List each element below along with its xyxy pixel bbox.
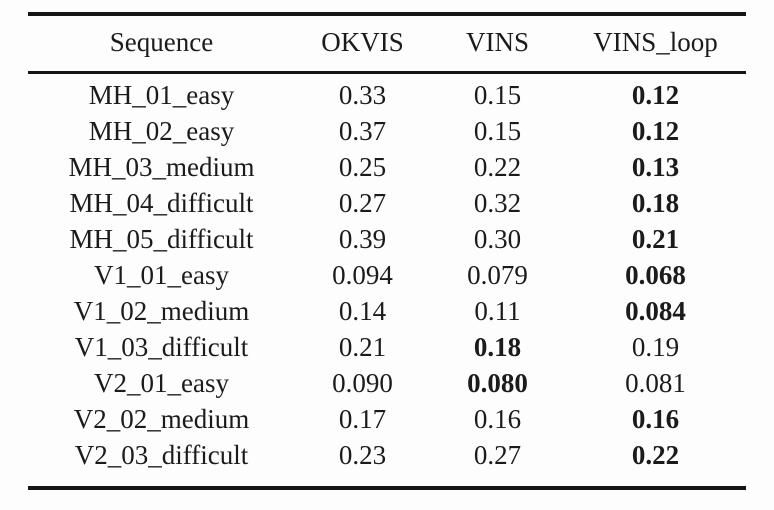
table-row: V2_01_easy 0.090 0.080 0.081 (28, 365, 746, 401)
vins-loop-value-cell: 0.13 (631, 152, 680, 182)
sequence-cell: V2_01_easy (94, 368, 229, 398)
okvis-value-cell: 0.39 (338, 224, 387, 254)
vins-loop-value-cell: 0.22 (631, 440, 680, 470)
header-row: Sequence OKVIS VINS VINS_loop (28, 14, 746, 74)
vins-loop-value-cell: 0.081 (625, 368, 686, 398)
okvis-value-cell: 0.094 (332, 260, 393, 290)
vins-value-cell: 0.22 (473, 152, 522, 182)
sequence-cell: V1_03_difficult (74, 332, 249, 362)
sequence-cell: MH_01_easy (88, 80, 235, 110)
okvis-value-cell: 0.14 (338, 296, 387, 326)
vins-loop-value-cell: 0.12 (631, 116, 680, 146)
vins-value-cell: 0.18 (473, 332, 522, 362)
okvis-value-cell: 0.37 (338, 116, 387, 146)
vins-value-cell: 0.16 (473, 404, 522, 434)
column-header-vins-loop: VINS_loop (565, 14, 746, 74)
column-header-okvis: OKVIS (295, 14, 430, 74)
okvis-value-cell: 0.23 (338, 440, 387, 470)
vins-loop-value-cell: 0.12 (631, 80, 680, 110)
sequence-cell: V2_02_medium (73, 404, 250, 434)
okvis-value-cell: 0.33 (338, 80, 387, 110)
vins-loop-value-cell: 0.068 (625, 260, 686, 290)
vins-value-cell: 0.27 (473, 440, 522, 470)
okvis-value-cell: 0.25 (338, 152, 387, 182)
okvis-value-cell: 0.090 (332, 368, 393, 398)
vins-value-cell: 0.15 (473, 116, 522, 146)
sequence-cell: MH_03_medium (68, 152, 255, 182)
table-row: MH_02_easy 0.37 0.15 0.12 (28, 113, 746, 149)
results-table-container: Sequence OKVIS VINS VINS_loop MH_01_easy… (28, 12, 746, 490)
sequence-cell: V1_01_easy (94, 260, 229, 290)
vins-value-cell: 0.080 (467, 368, 528, 398)
sequence-cell: V2_03_difficult (74, 440, 249, 470)
sequence-cell: MH_04_difficult (69, 188, 254, 218)
vins-value-cell: 0.079 (467, 260, 528, 290)
table-row: V2_03_difficult 0.23 0.27 0.22 (28, 437, 746, 488)
column-header-sequence: Sequence (28, 14, 295, 74)
vins-value-cell: 0.15 (473, 80, 522, 110)
okvis-value-cell: 0.27 (338, 188, 387, 218)
results-table: Sequence OKVIS VINS VINS_loop MH_01_easy… (28, 12, 746, 490)
vins-loop-value-cell: 0.19 (631, 332, 680, 362)
sequence-cell: V1_02_medium (73, 296, 250, 326)
table-row: MH_03_medium 0.25 0.22 0.13 (28, 149, 746, 185)
vins-value-cell: 0.32 (473, 188, 522, 218)
table-row: V2_02_medium 0.17 0.16 0.16 (28, 401, 746, 437)
vins-loop-value-cell: 0.084 (625, 296, 686, 326)
column-header-vins: VINS (430, 14, 565, 74)
vins-loop-value-cell: 0.21 (631, 224, 680, 254)
table-row: MH_01_easy 0.33 0.15 0.12 (28, 73, 746, 114)
vins-value-cell: 0.30 (473, 224, 522, 254)
okvis-value-cell: 0.17 (338, 404, 387, 434)
table-row: MH_05_difficult 0.39 0.30 0.21 (28, 221, 746, 257)
okvis-value-cell: 0.21 (338, 332, 387, 362)
vins-loop-value-cell: 0.18 (631, 188, 680, 218)
table-body: MH_01_easy 0.33 0.15 0.12 MH_02_easy 0.3… (28, 73, 746, 489)
vins-loop-value-cell: 0.16 (631, 404, 680, 434)
table-row: V1_01_easy 0.094 0.079 0.068 (28, 257, 746, 293)
sequence-cell: MH_05_difficult (69, 224, 254, 254)
table-row: V1_02_medium 0.14 0.11 0.084 (28, 293, 746, 329)
vins-value-cell: 0.11 (474, 296, 521, 326)
table-row: MH_04_difficult 0.27 0.32 0.18 (28, 185, 746, 221)
table-row: V1_03_difficult 0.21 0.18 0.19 (28, 329, 746, 365)
sequence-cell: MH_02_easy (88, 116, 235, 146)
